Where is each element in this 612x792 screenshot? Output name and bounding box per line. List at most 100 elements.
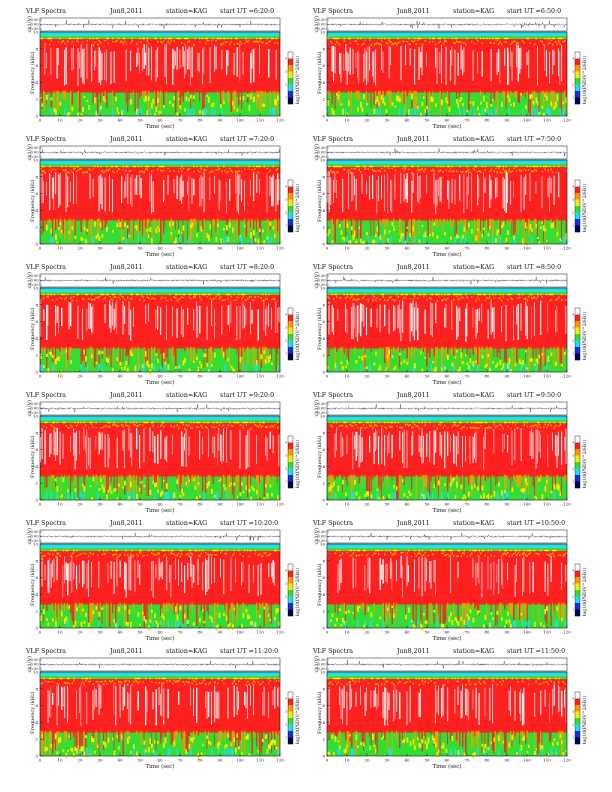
x-tick-label: 120: [276, 374, 284, 379]
band-edge: [170, 299, 172, 301]
speckle-column: [109, 300, 111, 328]
speckle-column: [328, 301, 330, 335]
speckle-column: [164, 44, 166, 77]
band-edge: [508, 168, 510, 172]
top-edge: [272, 165, 274, 168]
low-cyan: [442, 364, 444, 372]
plume: [520, 602, 522, 622]
low-patch: [188, 98, 191, 102]
band-edge: [402, 40, 404, 43]
speckle-column: [483, 436, 485, 470]
band-edge: [423, 170, 425, 173]
speckle-column: [420, 436, 422, 457]
band-edge: [493, 42, 495, 44]
x-tick-label: 90: [217, 118, 223, 123]
band-edge: [331, 171, 333, 174]
band-edge: [397, 295, 399, 299]
top-edge: [439, 37, 441, 40]
speckle-column: [474, 433, 475, 459]
top-edge: [140, 549, 142, 552]
x-tick-label: 20: [364, 246, 370, 251]
top-edge: [355, 165, 357, 168]
speckle-column: [151, 46, 152, 81]
top-edge: [450, 549, 452, 552]
plume: [97, 90, 99, 114]
plume: [181, 474, 182, 484]
plume: [477, 602, 479, 611]
low-patch: [399, 239, 401, 242]
band-edge: [151, 170, 153, 172]
speckle-column: [352, 172, 354, 201]
chart-date: Jun8,2011: [110, 520, 143, 527]
station-label: station=KAG: [166, 520, 208, 527]
colorbar-tick-label: 1: [572, 352, 574, 356]
band-edge: [248, 296, 250, 298]
top-band-cyan: [40, 160, 280, 164]
speckle-column: [190, 48, 191, 86]
band-edge: [373, 170, 375, 172]
low-patch: [394, 105, 397, 108]
top-edge: [384, 165, 386, 168]
low-patch: [44, 747, 47, 752]
band-edge: [400, 551, 402, 554]
speckle-column: [414, 49, 416, 85]
band-edge: [499, 423, 501, 426]
plume: [254, 474, 256, 479]
plume: [556, 474, 558, 491]
plume: [327, 346, 328, 370]
band-edge: [442, 299, 444, 302]
low-cyan: [223, 236, 225, 244]
low-patch: [526, 241, 529, 246]
top-edge: [544, 549, 546, 552]
low-patch: [176, 112, 179, 118]
speckle-column: [507, 47, 509, 85]
band-edge: [511, 41, 513, 44]
band-edge: [406, 41, 408, 43]
band-edge: [257, 171, 259, 174]
band-edge: [528, 169, 530, 171]
band-edge: [101, 427, 103, 429]
band-edge: [43, 297, 45, 300]
plume: [173, 346, 175, 356]
speckle-column: [50, 432, 52, 454]
band-edge: [475, 426, 477, 429]
band-edge: [160, 169, 162, 172]
band-edge: [388, 167, 390, 170]
speckle-column: [218, 179, 220, 211]
band-edge: [438, 41, 440, 44]
plume: [342, 346, 343, 356]
band-edge: [340, 424, 342, 426]
band-edge: [166, 299, 168, 302]
speckle-column: [155, 564, 157, 578]
speckle-column: [421, 46, 423, 76]
low-patch: [462, 497, 464, 500]
plume: [46, 474, 48, 488]
band-edge: [454, 424, 456, 426]
plume: [330, 474, 332, 493]
low-patch: [256, 489, 258, 495]
low-patch: [161, 490, 164, 495]
plume: [376, 474, 378, 487]
band-edge: [478, 298, 480, 301]
top-edge: [526, 165, 528, 168]
top-edge: [328, 165, 330, 168]
plume: [532, 602, 534, 618]
low-patch: [360, 101, 362, 108]
low-patch: [223, 227, 225, 231]
colorbar-segment: [575, 180, 580, 187]
speckle-column: [98, 431, 100, 455]
plume: [492, 218, 494, 243]
low-patch: [394, 365, 397, 370]
band-edge: [378, 552, 380, 555]
top-edge: [382, 293, 384, 296]
low-patch: [65, 349, 68, 353]
band-edge: [199, 555, 201, 558]
speckle-column: [229, 178, 231, 201]
band-edge: [511, 298, 513, 301]
low-patch: [495, 365, 497, 368]
x-tick-label: 70: [177, 246, 183, 251]
plume: [53, 346, 55, 371]
top-edge: [546, 549, 548, 552]
plume: [224, 346, 226, 359]
